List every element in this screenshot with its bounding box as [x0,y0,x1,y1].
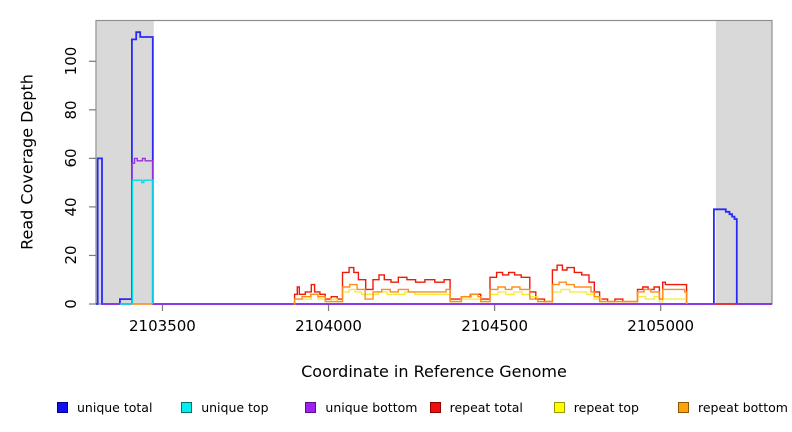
legend-label: unique bottom [325,400,418,415]
legend-swatch-icon [553,402,565,413]
y-tick-label: 60 [62,148,80,168]
legend-label: unique total [77,400,153,415]
series-line-unique-total [96,31,772,305]
x-tick-label: 2104500 [461,317,529,335]
legend-swatch-icon [181,402,193,413]
y-tick-label: 20 [62,245,80,265]
shaded-region [715,20,772,304]
legend-label: repeat top [573,400,639,415]
y-tick-label: 80 [62,100,80,120]
series-line-unique-bottom [102,157,772,305]
x-axis-title: Coordinate in Reference Genome [301,362,567,381]
y-axis-title: Read Coverage Depth [17,74,37,250]
legend-label: repeat total [449,400,523,415]
legend-label: repeat bottom [698,400,788,415]
y-tick-label: 40 [62,197,80,217]
legend-swatch-icon [678,402,689,413]
shaded-region [96,20,154,304]
series-line-unique-top [119,179,154,305]
y-tick-label: 0 [62,299,80,309]
legend-swatch-icon [305,402,317,413]
legend-label: unique top [201,400,269,415]
y-tick-label: 100 [62,46,80,76]
legend-swatch-icon [57,402,68,413]
legend-swatch-icon [429,402,441,413]
x-tick-label: 2105000 [627,317,695,335]
x-tick-label: 2103500 [129,317,196,335]
x-tick-label: 2104000 [295,317,362,335]
plot-border [95,19,773,305]
series-line-repeat-bottom [293,281,688,305]
